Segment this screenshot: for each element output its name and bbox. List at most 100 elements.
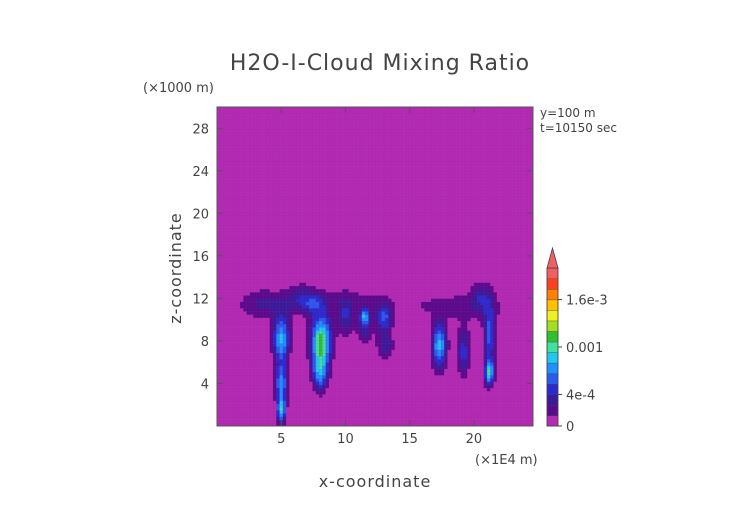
heatmap-cell — [450, 282, 455, 286]
heatmap-cell — [483, 333, 488, 337]
heatmap-cell — [427, 314, 432, 318]
heatmap-cell — [335, 352, 340, 357]
heatmap-cell — [269, 263, 274, 267]
heatmap-cell — [253, 292, 257, 296]
heatmap-cell — [230, 320, 234, 325]
heatmap-cell — [434, 266, 438, 270]
heatmap-cell — [519, 394, 524, 398]
heatmap-cell — [351, 339, 356, 344]
heatmap-cell — [338, 413, 343, 417]
heatmap-cell — [272, 378, 277, 382]
heatmap-cell — [226, 307, 231, 312]
heatmap-cell — [463, 272, 468, 277]
heatmap-cell — [358, 371, 363, 376]
heatmap-cell — [483, 355, 488, 360]
heatmap-cell — [388, 320, 392, 325]
heatmap-cell — [444, 416, 448, 420]
heatmap-cell — [249, 374, 254, 379]
heatmap-cell — [299, 263, 303, 267]
heatmap-cell — [332, 355, 336, 360]
heatmap-cell — [279, 330, 284, 334]
heatmap-cell — [332, 374, 336, 379]
heatmap-cell — [394, 368, 399, 373]
heatmap-cell — [286, 304, 290, 309]
heatmap-cell — [332, 359, 336, 363]
heatmap-cell — [457, 330, 461, 334]
heatmap-cell — [368, 339, 373, 344]
heatmap-cell — [375, 359, 379, 363]
heatmap-cell — [259, 298, 264, 302]
heatmap-cell — [292, 339, 297, 344]
heatmap-cell — [398, 339, 402, 344]
heatmap-cell — [421, 397, 425, 401]
heatmap-cell — [486, 406, 491, 411]
heatmap-cell — [365, 327, 369, 331]
heatmap-cell — [473, 381, 478, 385]
heatmap-cell — [266, 330, 270, 334]
heatmap-cell — [529, 307, 534, 312]
heatmap-cell — [358, 378, 363, 382]
heatmap-cell — [500, 390, 504, 395]
heatmap-cell — [286, 365, 290, 369]
heatmap-cell — [226, 419, 231, 424]
heatmap-cell — [378, 282, 382, 286]
heatmap-cell — [407, 410, 412, 414]
heatmap-cell — [315, 362, 320, 366]
heatmap-cell — [338, 390, 343, 395]
heatmap-cell — [483, 272, 488, 277]
heatmap-cell — [312, 365, 317, 369]
heatmap-cell — [342, 266, 346, 270]
heatmap-cell — [322, 416, 326, 420]
heatmap-cell — [276, 378, 280, 382]
heatmap-cell — [236, 406, 241, 411]
heatmap-cell — [332, 317, 336, 322]
heatmap-cell — [391, 263, 396, 267]
heatmap-cell — [246, 339, 251, 344]
heatmap-cell — [325, 276, 330, 280]
heatmap-cell — [513, 276, 517, 280]
heatmap-cell — [279, 311, 284, 315]
heatmap-cell — [378, 365, 382, 369]
heatmap-cell — [361, 304, 366, 309]
heatmap-cell — [460, 406, 465, 411]
heatmap-cell — [503, 333, 507, 337]
heatmap-cell — [282, 371, 287, 376]
heatmap-cell — [289, 317, 294, 322]
heatmap-cell — [243, 384, 247, 389]
heatmap-cell — [470, 323, 475, 328]
heatmap-cell — [368, 362, 373, 366]
heatmap-cell — [358, 307, 363, 312]
heatmap-cell — [220, 359, 224, 363]
heatmap-cell — [319, 311, 323, 315]
heatmap-cell — [345, 307, 349, 312]
heatmap-cell — [249, 390, 254, 395]
heatmap-cell — [328, 301, 333, 306]
heatmap-cell — [253, 387, 257, 392]
heatmap-cell — [230, 400, 234, 404]
heatmap-cell — [427, 419, 432, 424]
heatmap-cell — [240, 304, 244, 309]
heatmap-cell — [490, 400, 494, 404]
heatmap-cell — [322, 339, 326, 344]
heatmap-cell — [335, 355, 340, 360]
heatmap-cell — [407, 279, 412, 283]
heatmap-cell — [493, 419, 498, 424]
heatmap-cell — [292, 400, 297, 404]
heatmap-cell — [223, 352, 228, 357]
heatmap-cell — [223, 279, 228, 283]
heatmap-cell — [328, 368, 333, 373]
heatmap-cell — [263, 307, 267, 312]
heatmap-cell — [427, 285, 432, 290]
heatmap-cell — [322, 359, 326, 363]
heatmap-cell — [493, 349, 498, 353]
heatmap-cell — [249, 359, 254, 363]
heatmap-cell — [444, 295, 448, 299]
heatmap-cell — [447, 384, 452, 389]
heatmap-cell — [269, 410, 274, 414]
heatmap-cell — [519, 384, 524, 389]
heatmap-cell — [411, 263, 415, 267]
heatmap-cell — [457, 394, 461, 398]
heatmap-cell — [477, 317, 481, 322]
heatmap-cell — [421, 349, 425, 353]
heatmap-cell — [319, 349, 323, 353]
